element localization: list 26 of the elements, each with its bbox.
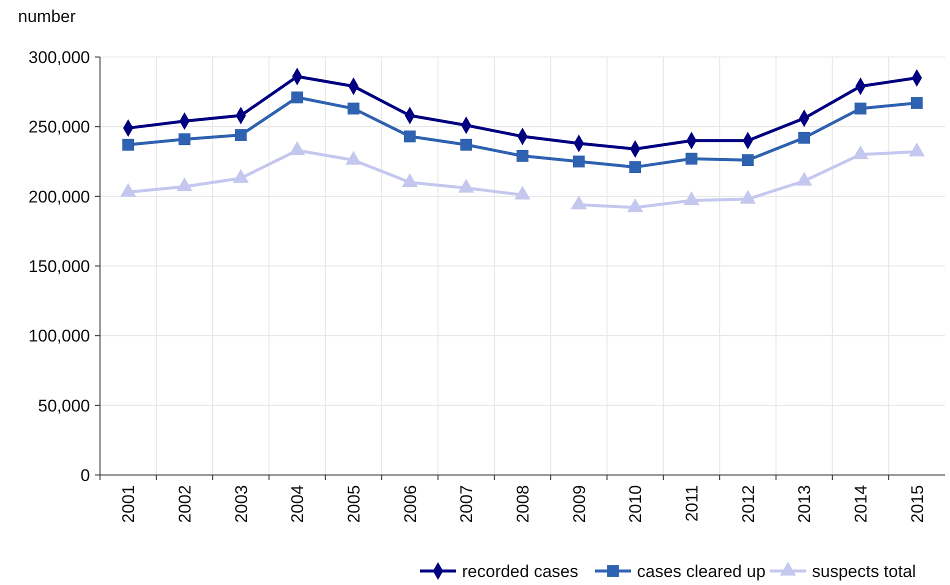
- x-tick-label: 2005: [344, 485, 364, 523]
- x-tick-label: 2008: [513, 485, 532, 523]
- y-tick-label: 0: [80, 466, 90, 485]
- x-tick-label: 2006: [400, 485, 420, 523]
- x-tick-label: 2013: [795, 485, 814, 523]
- legend-label: recorded cases: [462, 562, 578, 581]
- x-tick-label: 2012: [738, 485, 758, 523]
- legend-label: cases cleared up: [637, 562, 766, 581]
- y-axis-title: number: [18, 7, 76, 26]
- x-tick-label: 2011: [682, 485, 702, 522]
- x-tick-label: 2001: [119, 485, 138, 523]
- x-tick-label: 2014: [851, 485, 870, 523]
- y-tick-label: 150,000: [28, 256, 90, 276]
- y-tick-label: 250,000: [28, 118, 90, 137]
- x-tick-label: 2003: [232, 485, 251, 523]
- y-tick-label: 300,000: [28, 48, 90, 67]
- x-tick-label: 2015: [908, 485, 927, 523]
- x-tick-label: 2007: [457, 485, 476, 523]
- y-tick-label: 200,000: [28, 187, 90, 206]
- x-tick-label: 2002: [175, 485, 194, 523]
- x-tick-label: 2009: [570, 485, 589, 523]
- y-tick-label: 100,000: [28, 326, 90, 346]
- legend-label: suspects total: [812, 562, 916, 581]
- x-tick-label: 2010: [626, 485, 646, 523]
- x-tick-label: 2004: [288, 485, 308, 523]
- y-tick-label: 50,000: [38, 396, 90, 416]
